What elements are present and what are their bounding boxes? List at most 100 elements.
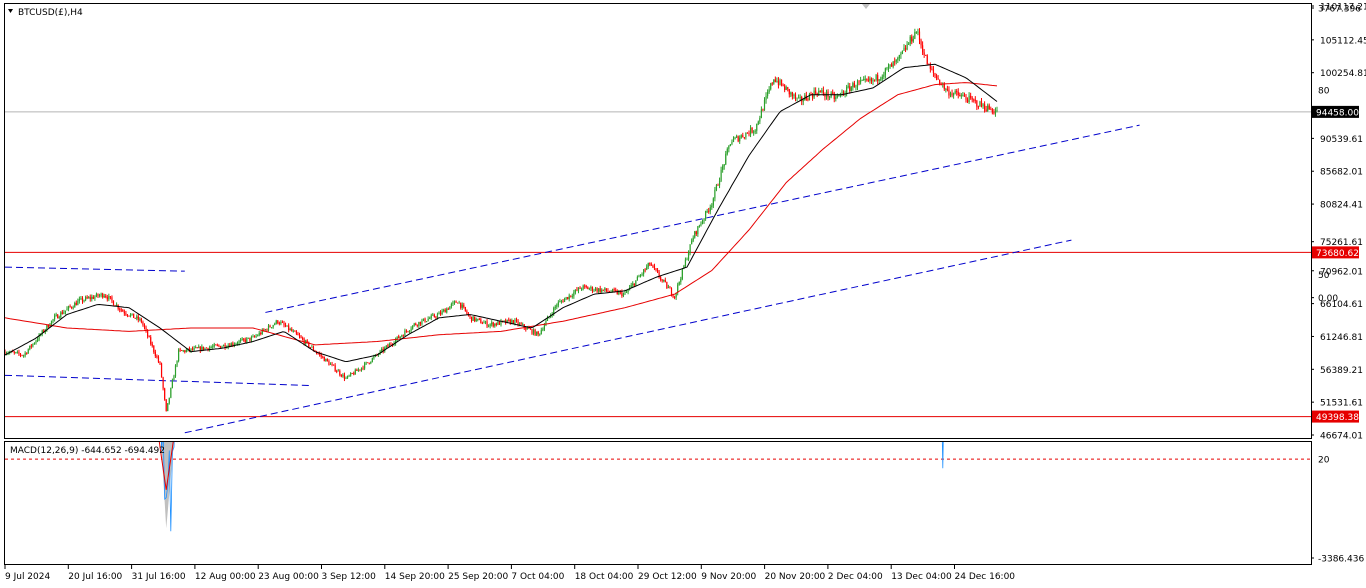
candle [939,79,941,85]
channel-trend-line[interactable] [5,374,309,386]
candle [43,330,45,333]
candle [791,92,793,96]
candle [179,349,181,351]
candle [962,95,964,96]
candle [506,319,508,323]
candle [184,350,186,353]
candle [240,339,242,342]
candle [275,320,277,324]
candle [993,112,995,114]
candle [336,370,338,372]
candle [773,79,775,84]
candle [982,104,984,107]
candle [519,323,521,325]
candle [669,287,671,289]
candle [543,325,545,330]
candle [796,97,798,99]
candle [917,31,919,33]
candle [235,343,237,345]
candle [746,132,749,134]
candle [311,346,313,348]
moving-average-fast[interactable] [5,63,998,363]
candle [763,100,766,111]
candle [784,85,786,91]
time-axis-label: 9 Jul 2024 [5,572,50,582]
candle [122,310,124,312]
candle [207,347,209,350]
candle [185,349,187,353]
candle [69,306,71,308]
macd-pane[interactable] [4,441,1312,565]
candle [734,137,736,139]
candle [323,357,325,362]
candle [988,105,990,110]
candle [737,136,739,142]
candle [13,352,15,353]
candle [957,92,959,95]
candle [413,323,415,326]
candle [419,321,421,325]
candle [571,296,573,297]
candle [619,291,621,293]
candle [920,40,922,46]
candle [695,231,697,235]
candle [57,314,59,319]
candle [371,358,373,362]
candle [971,97,973,100]
candle [215,344,217,346]
candle [774,79,776,82]
candle [723,164,725,167]
macd-signal-line[interactable] [5,59,997,490]
macd-main-line[interactable] [5,0,997,532]
candle [785,87,787,91]
candle [918,31,921,41]
candle [577,287,580,291]
candle [125,313,127,315]
channel-trend-line[interactable] [5,266,185,272]
candle [842,92,845,95]
candle [85,297,87,301]
candle [289,329,291,331]
candle [613,289,615,291]
candle [178,349,180,362]
candle [19,353,22,356]
dropdown-triangle-icon[interactable] [8,9,13,13]
candle [443,309,445,311]
candle [703,218,705,221]
candle [932,69,935,74]
candle [700,223,702,226]
candle [743,137,745,138]
candle [780,79,783,86]
moving-average-slow[interactable] [5,82,998,346]
candle [691,240,693,245]
candle [951,93,953,96]
candle [943,83,945,90]
candle [853,83,855,88]
candle [210,347,212,348]
channel-trend-line[interactable] [184,239,1072,434]
candle [333,364,335,366]
candle [607,290,609,292]
candle [528,327,530,329]
candle [748,133,750,135]
candle [15,352,17,353]
price-pane[interactable] [4,3,1312,439]
candle [390,343,392,345]
candle [105,295,107,298]
scroll-marker-icon[interactable] [862,4,870,9]
candle [517,320,519,325]
candle [531,329,533,334]
candle [387,345,389,347]
candle [157,357,160,362]
candle [438,312,440,315]
candle [106,297,108,300]
candle [825,91,828,97]
price-plot-area[interactable] [4,28,1311,434]
candle [599,288,601,292]
candle [687,253,690,260]
candle [444,309,446,313]
channel-trend-line[interactable] [265,124,1140,313]
macd-plot-area[interactable] [5,0,1311,532]
candle [751,127,753,133]
